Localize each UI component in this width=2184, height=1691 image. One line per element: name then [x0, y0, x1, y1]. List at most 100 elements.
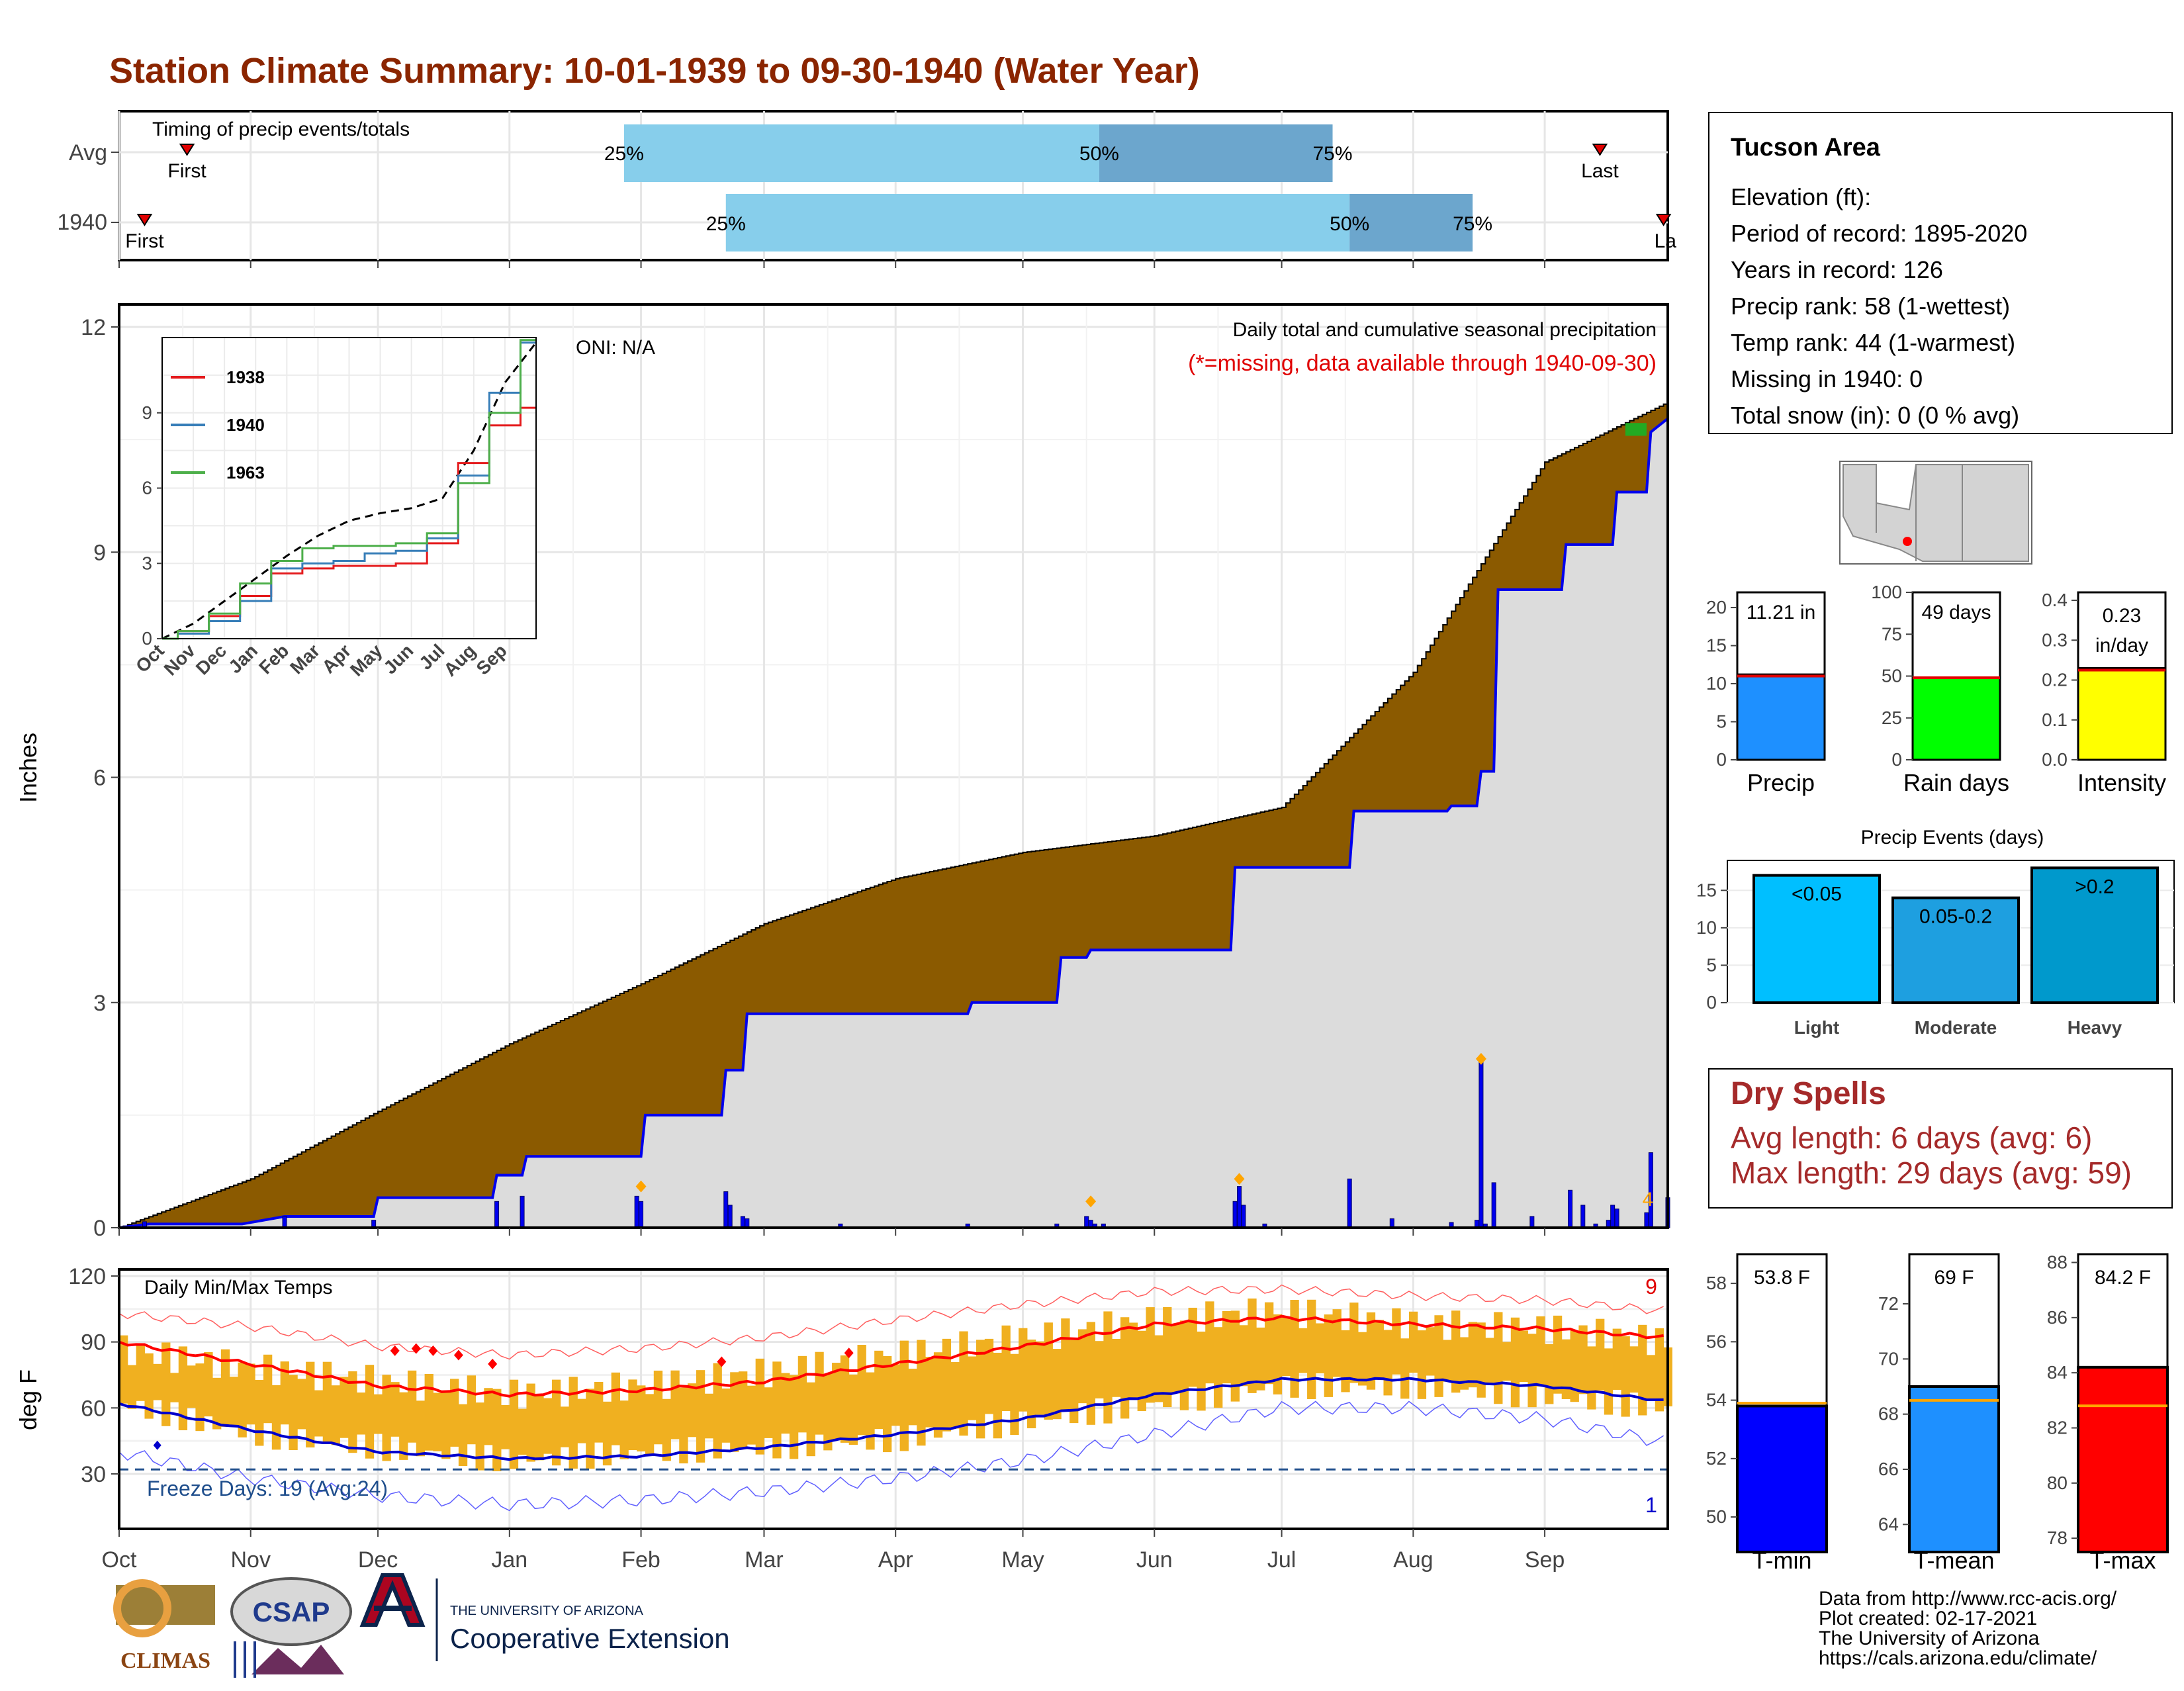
timing-1940-p25-label: 25% [706, 213, 746, 235]
logos: CLIMAS CSAP THE UNIVERSITY OF ARIZONA Co… [113, 1573, 730, 1678]
csap-logo-text: CSAP [253, 1596, 330, 1627]
daily-temp-bar [450, 1379, 459, 1447]
daily-temp-bar [950, 1362, 960, 1429]
daily-precip-bar [1232, 1201, 1238, 1228]
daily-temp-bar [212, 1377, 222, 1430]
oni-label: ONI: N/A [576, 337, 655, 359]
daily-temp-bar [475, 1402, 484, 1471]
daily-precip-bar [1644, 1212, 1649, 1228]
daily-precip-bar [1568, 1189, 1573, 1228]
daily-temp-bar [1001, 1325, 1011, 1412]
climas-logo: CLIMAS [113, 1579, 215, 1673]
daily-temp-bar [1587, 1346, 1596, 1410]
locator-map [1839, 461, 2032, 565]
ua-small-text: THE UNIVERSITY OF ARIZONA [450, 1604, 644, 1618]
daily-temp-bar [1494, 1312, 1503, 1404]
daily-temp-bar [653, 1370, 663, 1445]
event-bar-label: <0.05 [1792, 884, 1842, 905]
daily-temp-bar [1248, 1298, 1257, 1393]
daily-temp-bar [866, 1372, 875, 1450]
month-label: Nov [231, 1547, 271, 1573]
daily-temp-bar [891, 1364, 901, 1426]
inset-ytick-label: 0 [142, 628, 152, 649]
daily-temp-bar [153, 1363, 162, 1400]
record-high-marker [411, 1343, 421, 1354]
daily-temp-bar [458, 1404, 468, 1467]
daily-temp-bar [1646, 1355, 1656, 1398]
daily-temp-bar [1188, 1307, 1197, 1387]
timing-panel: Timing of precip events/totals Avg 1940 … [57, 110, 1676, 268]
daily-temp-bar [526, 1383, 535, 1462]
temps-top-count: 9 [1645, 1275, 1657, 1299]
daily-temp-bar [1570, 1330, 1579, 1402]
footer-url: https://cals.arizona.edu/climate/ [1819, 1647, 2097, 1669]
stat-ytick-label: 25 [1882, 708, 1902, 728]
stat-ytick-label: 15 [1706, 635, 1727, 656]
daily-temp-bar [1052, 1349, 1062, 1420]
precip-ytick-label: 3 [93, 991, 106, 1016]
daily-temp-bar [857, 1345, 866, 1436]
daily-temp-bar [1655, 1328, 1664, 1412]
daily-temp-bar [882, 1356, 892, 1453]
record-high-marker [453, 1349, 463, 1361]
daily-temp-bar [1026, 1340, 1036, 1429]
precip-ylabel: Inches [15, 733, 42, 803]
footer-data-source: Data from http://www.rcc-acis.org/ [1819, 1588, 2117, 1610]
daily-temp-bar [1459, 1337, 1469, 1390]
daily-temp-bar [407, 1370, 417, 1443]
daily-temp-bar [832, 1363, 841, 1440]
daily-temp-bar [1112, 1338, 1121, 1397]
daily-temp-bar [1205, 1301, 1214, 1384]
daily-temp-bar [806, 1382, 815, 1457]
temp-box-ytick-label: 66 [1878, 1459, 1899, 1479]
temps-ylabel: deg F [15, 1369, 42, 1430]
timing-row-1940-label: 1940 [57, 210, 107, 235]
info-snow: Total snow (in): 0 (0 % avg) [1731, 402, 2019, 429]
daily-temp-bar [577, 1398, 586, 1443]
daily-temp-bar [688, 1383, 697, 1438]
daily-temp-bar [357, 1393, 366, 1435]
daily-temp-bar [1358, 1332, 1367, 1386]
daily-temp-bar [1366, 1312, 1376, 1390]
daily-temp-bar [340, 1377, 349, 1438]
month-label: Jan [491, 1547, 527, 1573]
timing-bar-25-50 [725, 194, 1350, 251]
event-category-label: Heavy [2068, 1017, 2122, 1038]
month-label: May [1001, 1547, 1044, 1573]
temp-ytick-label: 60 [81, 1396, 106, 1421]
normal-max-line [118, 1314, 1664, 1398]
dry-spells-avg: Avg length: 6 days (avg: 6) [1731, 1120, 2092, 1155]
daily-temp-bar [1451, 1310, 1461, 1393]
daily-temp-bar [662, 1398, 671, 1461]
footer-university: The University of Arizona [1819, 1627, 2040, 1649]
daily-temp-bar [144, 1353, 154, 1419]
daily-temp-bar [220, 1349, 230, 1427]
daily-temp-bar [484, 1388, 493, 1445]
stat-value-label: 11.21 in [1747, 602, 1816, 623]
month-label: Aug [1393, 1547, 1433, 1573]
precip-ytick-label: 9 [93, 540, 106, 565]
daily-temp-bar [229, 1377, 239, 1427]
daily-temp-bar [1315, 1323, 1325, 1374]
daily-temp-bar [1239, 1325, 1248, 1387]
daily-temp-bar [815, 1351, 824, 1435]
timing-label: Timing of precip events/totals [152, 118, 410, 140]
daily-precip-bar [1491, 1182, 1496, 1228]
temp-value-label: 69 F [1934, 1267, 1974, 1289]
footer-credits: Data from http://www.rcc-acis.org/ Plot … [1819, 1588, 2117, 1669]
precip-ytick-label: 6 [93, 766, 106, 791]
daily-temp-bar [1214, 1327, 1223, 1408]
daily-temp-bar [696, 1370, 705, 1463]
record-max-line [118, 1284, 1664, 1360]
daily-temp-bar [908, 1369, 917, 1426]
precip-ytick-label: 0 [93, 1216, 106, 1241]
daily-temp-bar [238, 1362, 247, 1438]
daily-temp-bar [1612, 1328, 1621, 1390]
month-label: Sep [1525, 1547, 1565, 1573]
daily-record-marker [1085, 1195, 1097, 1208]
daily-temp-bar [1035, 1341, 1045, 1415]
daily-temp-bar [314, 1390, 324, 1437]
daily-temp-bar [1468, 1322, 1478, 1388]
